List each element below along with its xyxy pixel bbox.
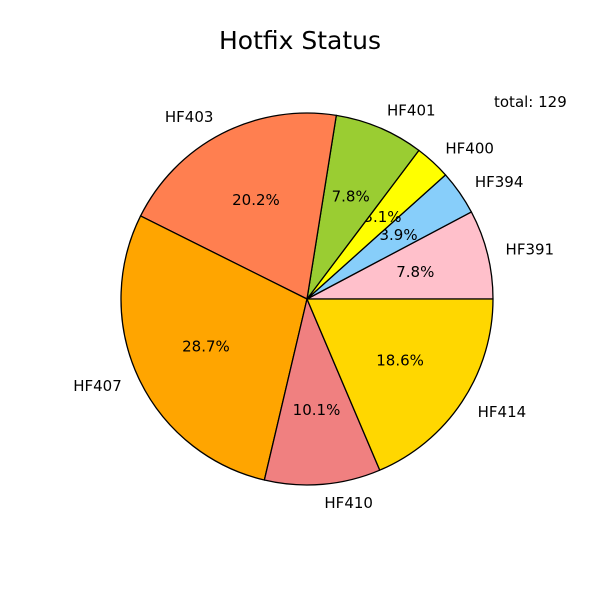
slice-percent-label: 28.7%: [182, 337, 230, 355]
slice-percent-label: 7.8%: [396, 263, 434, 281]
pie-slice-hf407: [120, 215, 308, 481]
slice-category-label: HF410: [324, 494, 373, 512]
slice-category-label: HF400: [445, 139, 494, 157]
total-annotation: total: 129: [494, 93, 567, 111]
slice-category-label: HF401: [387, 102, 436, 120]
pie-slice-hf414: [306, 298, 494, 471]
slice-category-label: HF394: [475, 173, 524, 191]
slice-percent-label: 10.1%: [293, 401, 341, 419]
slice-category-label: HF414: [478, 403, 527, 421]
slice-category-label: HF403: [165, 108, 214, 126]
chart-title: Hotfix Status: [218, 26, 382, 55]
slice-category-label: HF407: [73, 377, 122, 395]
pie-slice-hf410: [263, 298, 381, 486]
slice-percent-label: 7.8%: [332, 187, 370, 205]
slice-percent-label: 20.2%: [232, 191, 280, 209]
slice-percent-label: 18.6%: [376, 352, 424, 370]
slice-percent-label: 3.9%: [379, 226, 417, 244]
pie-slice-hf403: [139, 112, 337, 300]
slice-category-label: HF391: [506, 241, 555, 259]
